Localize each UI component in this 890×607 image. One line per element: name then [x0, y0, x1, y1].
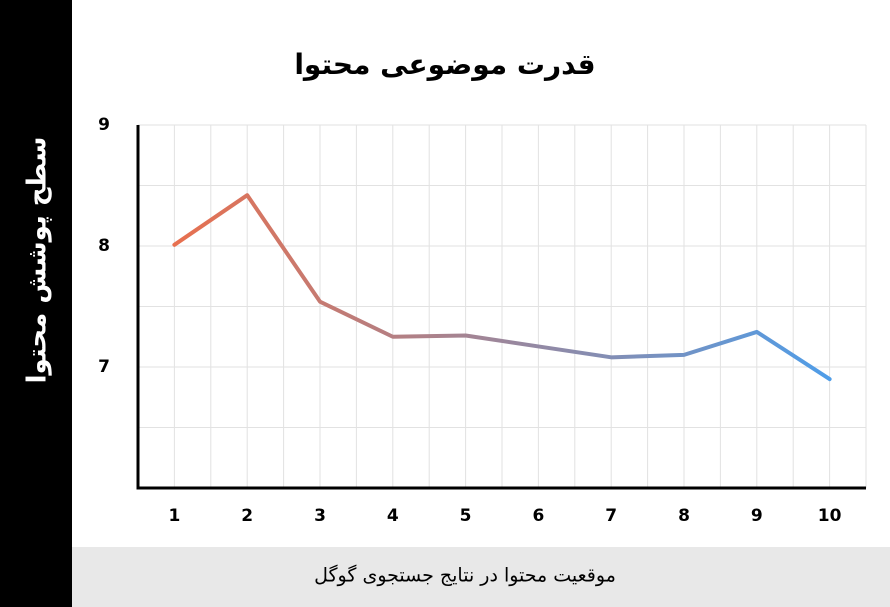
plot: 7 8 9 1 2 3 4 5 6 7 8 9 10: [98, 115, 866, 526]
y-axis-label: سطح پوشش محتوا: [23, 137, 53, 384]
y-tick-label: 9: [98, 115, 110, 135]
x-tick-label: 10: [818, 506, 842, 526]
x-tick-label: 7: [605, 506, 617, 526]
grid: [137, 124, 867, 488]
data-line: [172, 193, 832, 382]
x-tick-label: 2: [241, 506, 253, 526]
x-tick-label: 5: [460, 506, 472, 526]
x-tick-label: 3: [314, 506, 326, 526]
x-axis-label: موقعیت محتوا در نتایج جستجوی گوگل: [314, 564, 616, 587]
x-tick-label: 9: [751, 506, 763, 526]
x-tick-label: 8: [678, 506, 690, 526]
x-tick-label: 6: [532, 506, 544, 526]
chart-title: قدرت موضوعی محتوا: [294, 48, 595, 81]
y-tick-label: 8: [98, 236, 110, 256]
x-tick-label: 4: [387, 506, 399, 526]
y-label-panel: [0, 0, 72, 607]
x-label-panel: [72, 547, 890, 607]
y-tick-label: 7: [98, 357, 110, 377]
x-tick-label: 1: [168, 506, 180, 526]
